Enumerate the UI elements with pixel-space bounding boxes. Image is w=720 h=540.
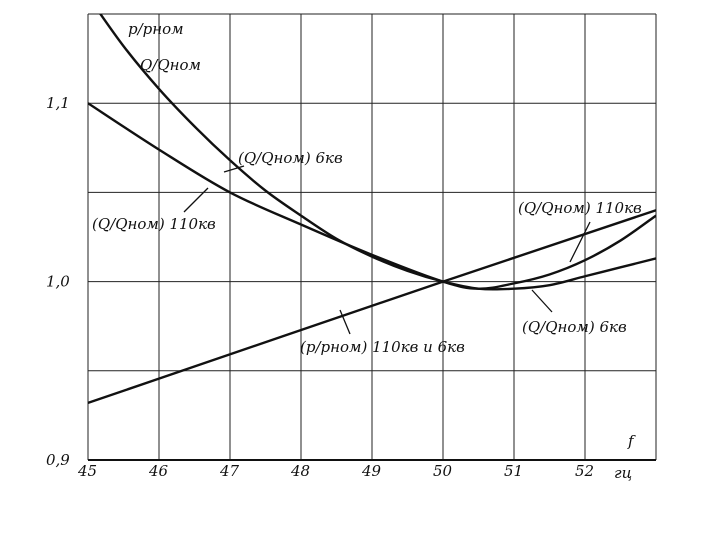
curve-p-110kv-6kv bbox=[88, 209, 656, 405]
leader-q6kv-upper bbox=[223, 165, 245, 173]
tick-labels: 45 46 47 48 49 50 51 52 0,9 1,0 1,1 bbox=[46, 94, 594, 480]
leader-q110kv-left bbox=[183, 187, 209, 213]
annotation-q110kv-left: (Q/Qном) 110кв bbox=[92, 215, 216, 233]
annotation-q110kv-right: (Q/Qном) 110кв bbox=[518, 199, 642, 217]
x-tick-label: 51 bbox=[504, 462, 523, 480]
x-tick-label: 46 bbox=[148, 462, 169, 480]
x-tick-label: 50 bbox=[433, 462, 453, 480]
x-tick-label: 48 bbox=[290, 462, 310, 480]
annotation-p-both: (p/pном) 110кв и 6кв bbox=[300, 338, 465, 356]
x-tick-label: 45 bbox=[77, 462, 97, 480]
grid bbox=[87, 13, 657, 461]
y-tick-label: 1,1 bbox=[46, 94, 70, 112]
curve-q-6kv bbox=[98, 14, 656, 291]
y-axis-label-top: p/pном bbox=[128, 20, 184, 38]
x-axis-symbol: f bbox=[627, 432, 636, 450]
y-tick-label: 0,9 bbox=[46, 451, 70, 469]
leader-q6kv-lower bbox=[531, 289, 553, 313]
annotation-q6kv-upper: (Q/Qном) 6кв bbox=[238, 149, 343, 167]
curves bbox=[88, 14, 656, 405]
leader-q110kv-right bbox=[569, 221, 591, 263]
x-axis-unit: гц bbox=[614, 464, 632, 482]
x-tick-label: 52 bbox=[575, 462, 594, 480]
x-tick-label: 49 bbox=[361, 462, 382, 480]
y-tick-label: 1,0 bbox=[46, 273, 70, 291]
x-tick-label: 47 bbox=[219, 462, 240, 480]
leader-p-both bbox=[339, 309, 351, 335]
annotation-q6kv-lower: (Q/Qном) 6кв bbox=[522, 318, 627, 336]
y-axis-label-bottom: Q/Qном bbox=[140, 56, 201, 74]
